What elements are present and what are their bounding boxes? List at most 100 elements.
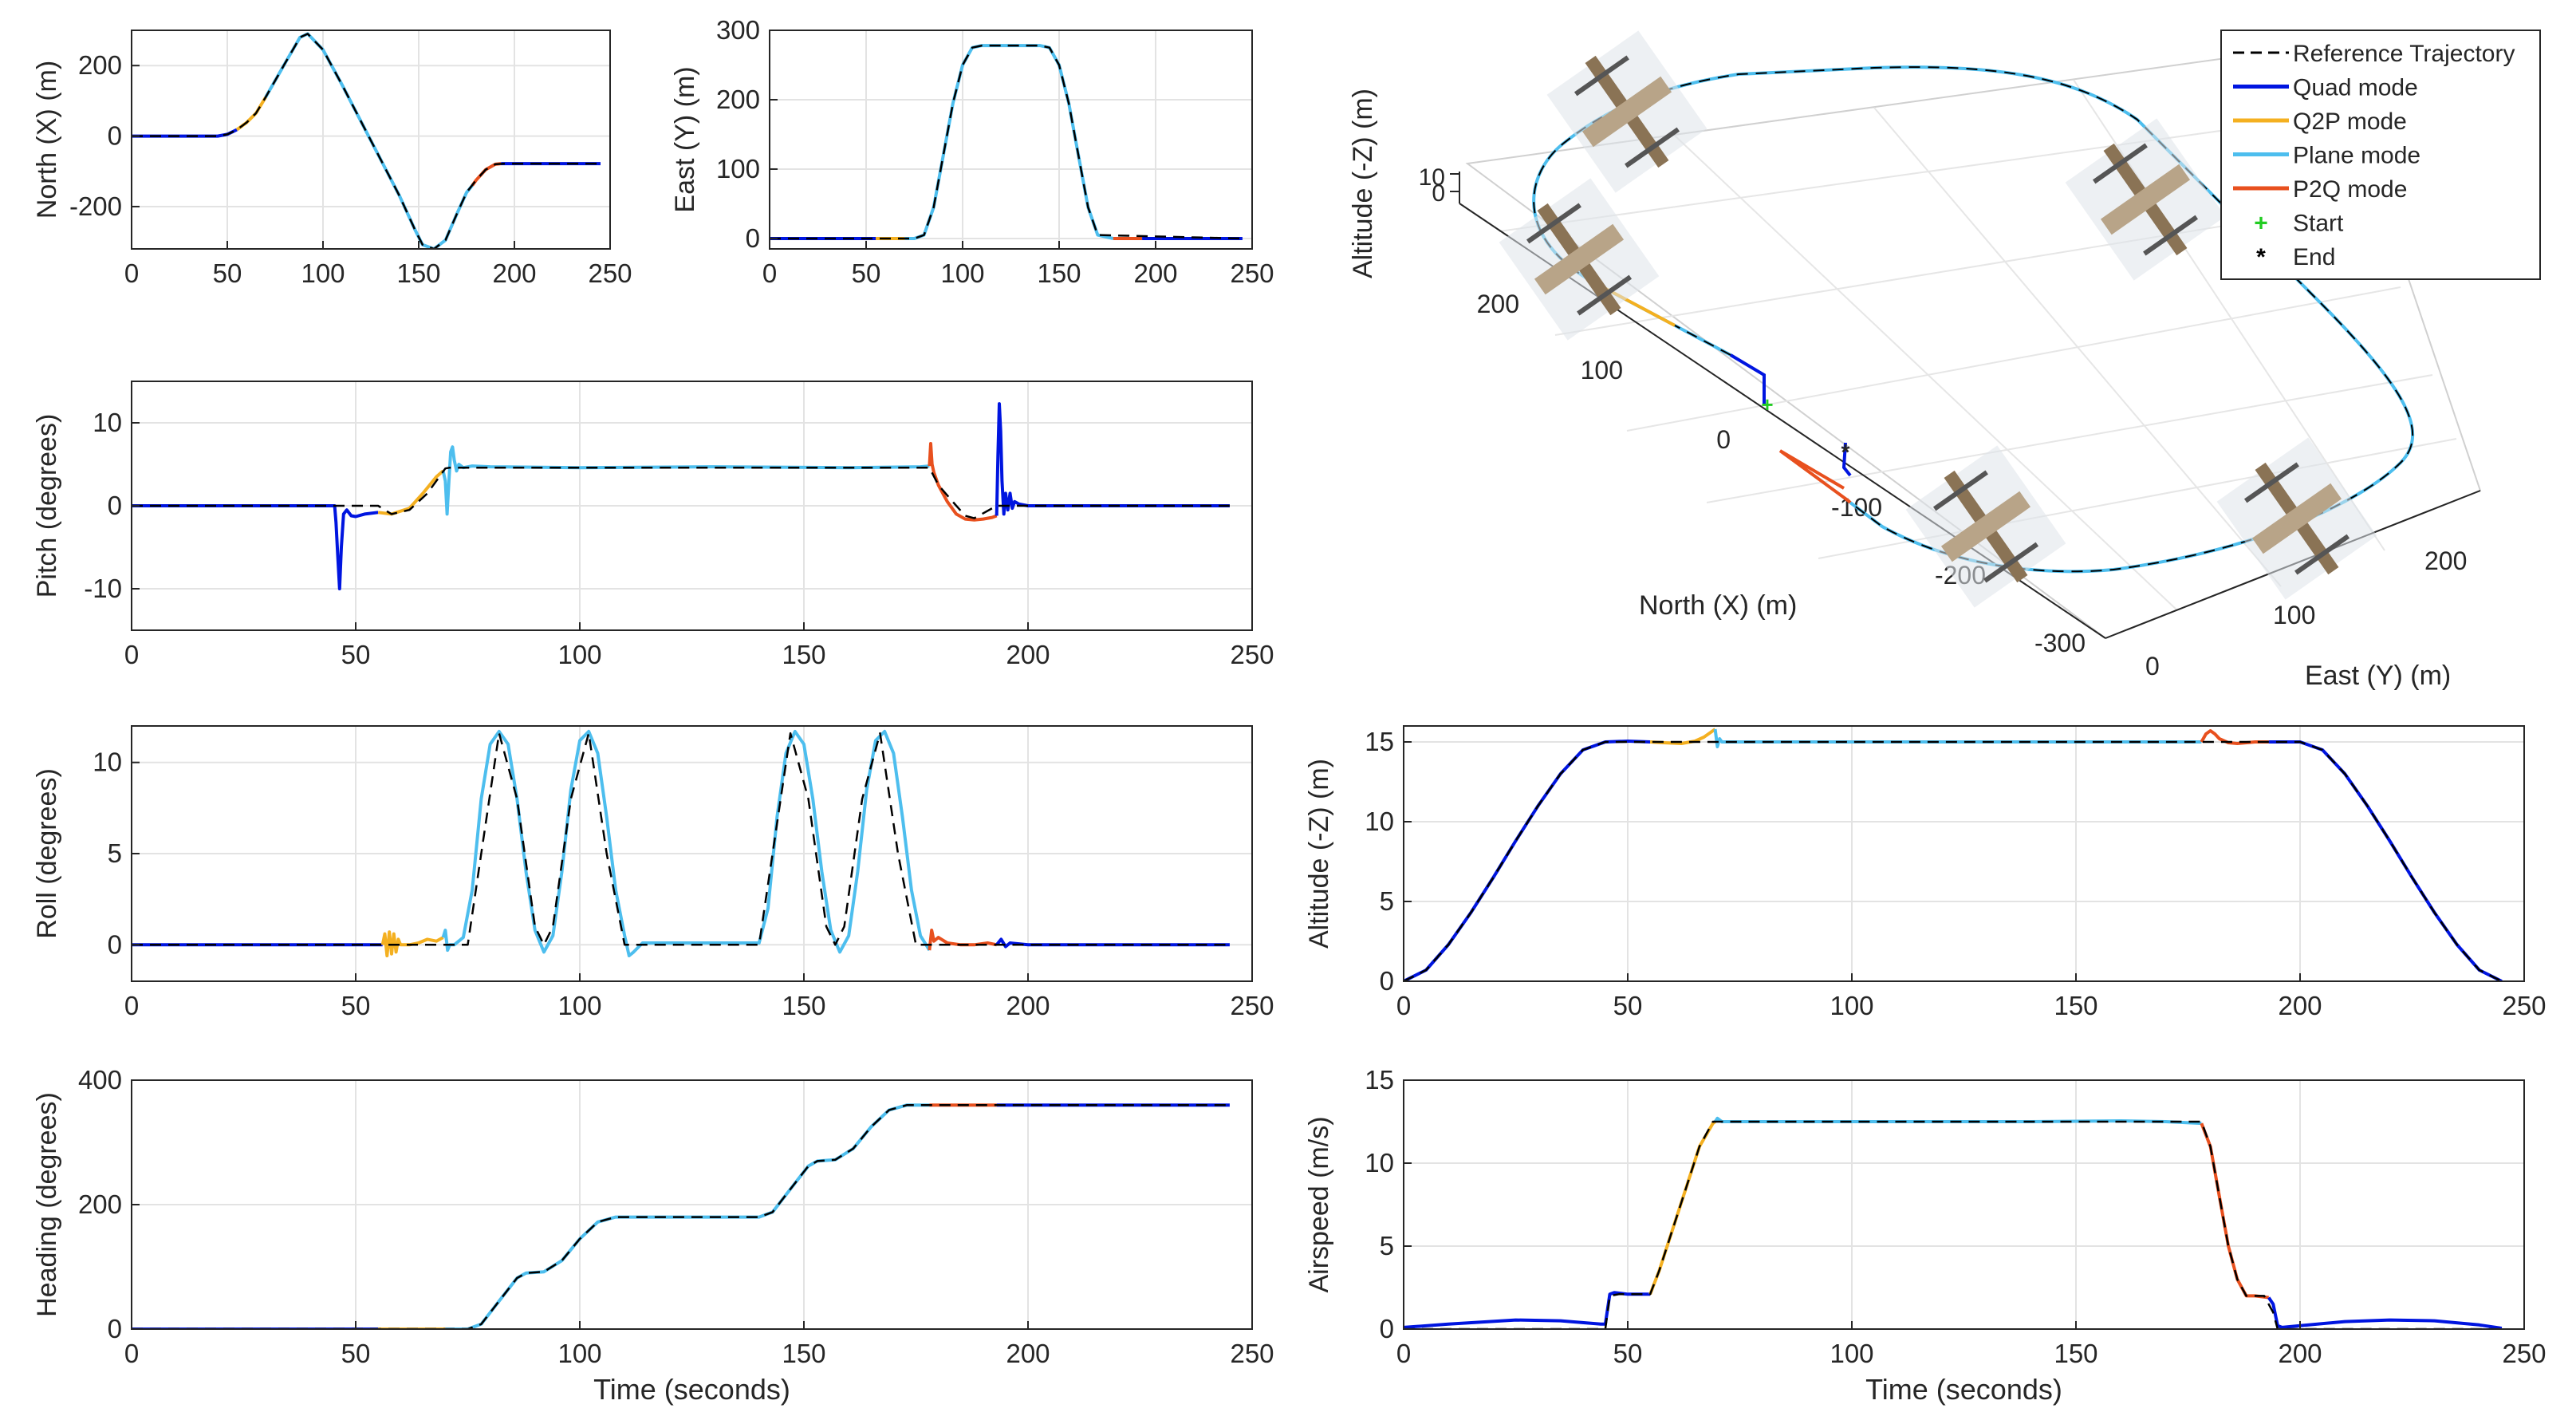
- legend-item: * End: [2256, 244, 2335, 270]
- east-tick-100: 100: [2273, 601, 2315, 629]
- y-tick-label: 0: [1380, 966, 1394, 996]
- x-tick-label: 150: [2054, 991, 2097, 1020]
- series-group: [1404, 1116, 2503, 1329]
- x-tick-label: 150: [782, 640, 825, 669]
- legend-label: Q2P mode: [2293, 108, 2407, 135]
- y-tick-label: 5: [1380, 1231, 1394, 1260]
- x-tick-label: 0: [1396, 1339, 1411, 1368]
- y-tick-label: 200: [716, 85, 760, 114]
- 3d-north-label: North (X) (m): [1639, 590, 1797, 621]
- north-tick-minus300: -300: [2034, 629, 2086, 657]
- y-axis-label: Altitude (-Z) (m): [1304, 759, 1334, 949]
- aircraft-glyph-2: [2065, 118, 2226, 281]
- north-tick-200: 200: [1477, 290, 1519, 318]
- alt-tick-0: 0: [1432, 180, 1445, 207]
- series-line-reference-trajectory: [132, 466, 1230, 519]
- y-tick-label: 15: [1365, 727, 1394, 756]
- legend-label: Start: [2293, 211, 2344, 237]
- x-tick-label: 200: [1006, 991, 1050, 1020]
- panel-north: 0 50 100 150 200 250 -200 0 200 North (X) (m): [32, 30, 632, 288]
- y-tick-label: 10: [1365, 1148, 1394, 1178]
- x-tick-label: 100: [1830, 1339, 1873, 1368]
- panel-altitude: 0 50 100 150 200 250 0 5 10 15 Altitude (-Z) (m): [1304, 725, 2546, 1020]
- 3d-alt-label: Altitude (-Z) (m): [1348, 89, 1378, 278]
- 3d-path-reference: [1533, 66, 2414, 573]
- y-tick-label: 200: [78, 1189, 122, 1219]
- legend-label: P2Q mode: [2293, 176, 2407, 203]
- x-tick-label: 100: [557, 640, 601, 669]
- x-tick-label: 150: [2054, 1339, 2097, 1368]
- series-group: [132, 32, 601, 249]
- y-tick-label: 300: [716, 15, 760, 45]
- legend-item: Q2P mode: [2233, 108, 2407, 135]
- legend-marker: +: [2254, 211, 2268, 237]
- y-tick-label: 10: [1365, 807, 1394, 836]
- series-group: [770, 44, 1243, 240]
- panel-airspeed: 0 50 100 150 200 250 0 5 10 15 Airspeed (m/s) Time …: [1304, 1065, 2546, 1406]
- aircraft-glyph-3: [1499, 178, 1660, 341]
- legend-marker: *: [2256, 244, 2266, 270]
- x-tick-label: 50: [341, 1339, 371, 1368]
- x-tick-label: 0: [124, 640, 139, 669]
- y-tick-label: 10: [93, 748, 122, 777]
- legend-items: Reference Trajectory Quad mode Q2P mode Pla…: [2233, 41, 2515, 270]
- panel-east: 0 50 100 150 200 250 0 100 200 300 East (Y) (m): [670, 15, 1274, 288]
- north-tick-100: 100: [1581, 356, 1623, 385]
- x-tick-label: 0: [124, 991, 139, 1020]
- x-tick-label: 250: [2502, 991, 2546, 1020]
- 3d-path-quad-end: [1841, 442, 1852, 477]
- y-tick-label: 0: [1380, 1314, 1394, 1343]
- x-tick-label: 200: [1006, 1339, 1050, 1368]
- series-group: [1404, 728, 2503, 981]
- trajectory-3d-panel: 10 0 Altitude (-Z) (m) 200 100 0 -100 -2…: [1348, 30, 2482, 691]
- legend-label: Plane mode: [2293, 143, 2420, 169]
- x-tick-label: 50: [213, 258, 242, 288]
- x-tick-label: 250: [2502, 1339, 2546, 1368]
- axes-frame: [1403, 1079, 2525, 1330]
- y-tick-label: 0: [108, 1314, 122, 1343]
- x-tick-label: 200: [2278, 991, 2322, 1020]
- aircraft-glyph-1: [1546, 30, 1707, 193]
- series-group: [132, 729, 1230, 957]
- x-tick-label: 50: [341, 991, 371, 1020]
- y-axis-label: Heading (degrees): [32, 1092, 62, 1317]
- x-tick-label: 150: [782, 1339, 825, 1368]
- x-tick-label: 50: [1613, 1339, 1643, 1368]
- x-tick-label: 150: [1037, 258, 1081, 288]
- x-tick-label: 50: [341, 640, 371, 669]
- x-tick-label: 50: [1613, 991, 1643, 1020]
- y-tick-label: 5: [108, 838, 122, 868]
- x-tick-label: 0: [1396, 991, 1411, 1020]
- y-tick-label: 5: [1380, 886, 1394, 916]
- series-line-reference-trajectory: [132, 732, 1230, 946]
- 3d-path-quad-start: [1729, 353, 1766, 404]
- y-axis-label: North (X) (m): [32, 61, 62, 219]
- axes-frame: [769, 30, 1253, 250]
- axes-frame: [131, 30, 611, 250]
- x-tick-label: 50: [852, 258, 881, 288]
- series-line-quad-mode: [132, 504, 379, 590]
- x-tick-label: 250: [1230, 991, 1274, 1020]
- x-tick-label: 200: [2278, 1339, 2322, 1368]
- legend-label: End: [2293, 244, 2335, 270]
- aircraft-glyph-5: [2216, 437, 2377, 600]
- x-tick-label: 100: [557, 1339, 601, 1368]
- 3d-east-label: East (Y) (m): [2305, 661, 2451, 691]
- y-tick-label: 400: [78, 1065, 122, 1095]
- x-tick-label: 100: [1830, 991, 1873, 1020]
- legend-label: Quad mode: [2293, 75, 2418, 101]
- panel-roll: 0 50 100 150 200 250 0 5 10 Roll (degrees): [32, 725, 1274, 1020]
- series-line-reference-trajectory: [1404, 740, 2503, 981]
- y-axis-label: Pitch (degrees): [32, 414, 62, 598]
- y-axis-label: East (Y) (m): [670, 66, 700, 212]
- y-tick-label: -10: [84, 574, 122, 603]
- y-tick-label: 0: [108, 491, 122, 520]
- y-tick-label: -200: [69, 191, 122, 221]
- x-tick-label: 100: [301, 258, 345, 288]
- legend-item: P2Q mode: [2233, 176, 2407, 203]
- aircraft-glyph-4: [1905, 445, 2066, 608]
- north-tick-0: 0: [1716, 425, 1731, 454]
- 3d-start-marker: +: [1761, 393, 1773, 416]
